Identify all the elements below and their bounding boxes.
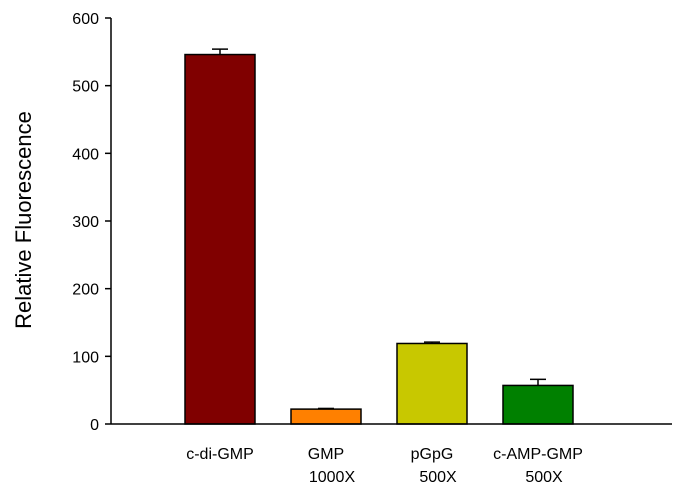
y-tick-label: 200 <box>72 282 99 299</box>
bar <box>184 53 256 425</box>
x-category-sublabel: 500X <box>419 469 457 486</box>
y-tick-label: 400 <box>72 146 99 163</box>
x-category-label: pGpG <box>411 446 454 463</box>
y-ticks: 0 100 200 300 400 500 600 <box>72 11 111 434</box>
bar <box>502 384 574 425</box>
bar <box>396 342 468 425</box>
y-tick-label: 300 <box>72 214 99 231</box>
x-category-sublabel: 500X <box>525 469 563 486</box>
y-tick-label: 600 <box>72 11 99 28</box>
y-tick-label: 500 <box>72 79 99 96</box>
x-category-sublabel: 1000X <box>309 469 356 486</box>
bar <box>290 408 362 425</box>
y-tick-label: 100 <box>72 349 99 366</box>
x-category-label: GMP <box>308 446 344 463</box>
x-category-label: c-AMP-GMP <box>493 446 583 463</box>
bars-layer <box>184 53 574 425</box>
error-bars-layer <box>212 48 546 410</box>
y-tick-label: 0 <box>90 417 99 434</box>
y-axis-label: Relative Fluorescence <box>11 111 36 329</box>
x-category-label: c-di-GMP <box>186 446 254 463</box>
x-category-labels: c-di-GMP GMP 1000X pGpG 500X c-AMP-GMP 500X <box>186 446 583 486</box>
